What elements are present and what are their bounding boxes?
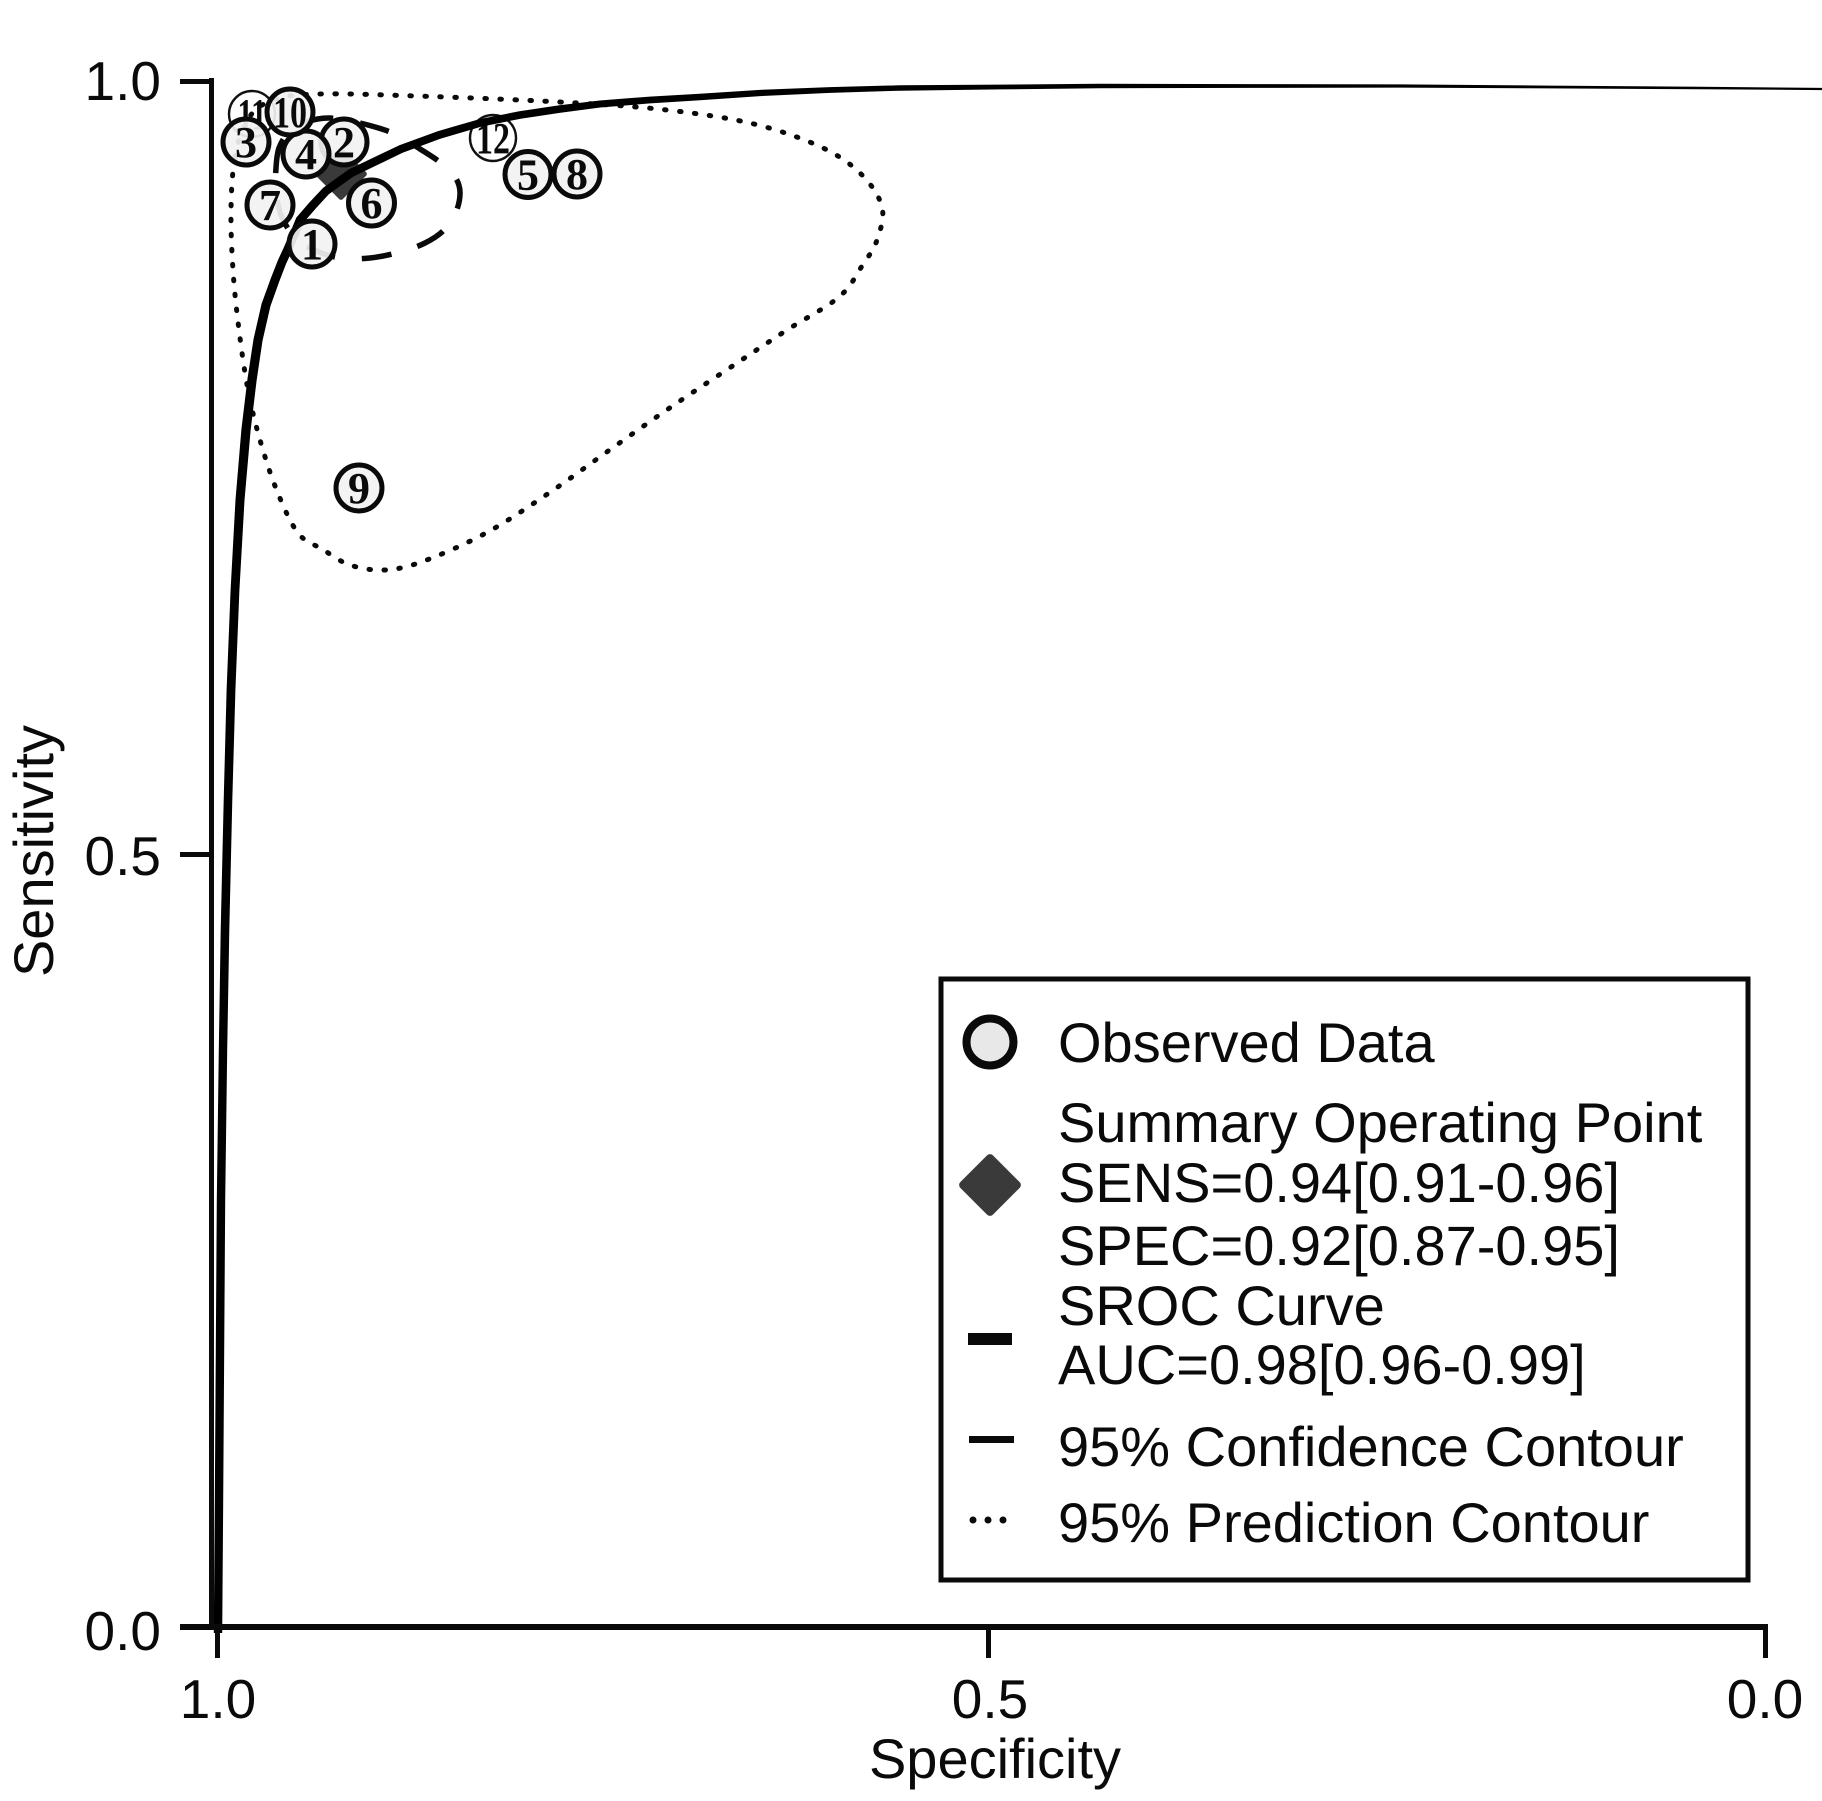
svg-text:95% Prediction Contour: 95% Prediction Contour bbox=[1058, 1491, 1649, 1554]
svg-text:1.0: 1.0 bbox=[180, 1668, 256, 1730]
svg-text:1: 1 bbox=[301, 220, 323, 269]
svg-text:SPEC=0.92[0.87-0.95]: SPEC=0.92[0.87-0.95] bbox=[1058, 1214, 1620, 1277]
svg-text:SENS=0.94[0.91-0.96]: SENS=0.94[0.91-0.96] bbox=[1058, 1151, 1620, 1214]
svg-text:95% Confidence Contour: 95% Confidence Contour bbox=[1058, 1415, 1684, 1478]
svg-text:0.5: 0.5 bbox=[952, 1668, 1028, 1730]
svg-text:Observed Data: Observed Data bbox=[1058, 1011, 1435, 1074]
svg-text:3: 3 bbox=[235, 118, 257, 167]
svg-text:5: 5 bbox=[517, 151, 539, 200]
svg-text:SROC Curve: SROC Curve bbox=[1058, 1274, 1385, 1337]
svg-text:9: 9 bbox=[348, 464, 370, 513]
svg-text:Specificity: Specificity bbox=[869, 1727, 1121, 1790]
svg-text:10: 10 bbox=[273, 88, 307, 137]
svg-text:7: 7 bbox=[259, 181, 281, 230]
svg-text:4: 4 bbox=[295, 130, 317, 179]
svg-text:6: 6 bbox=[361, 179, 383, 228]
svg-text:0.0: 0.0 bbox=[85, 1600, 161, 1662]
svg-text:0.5: 0.5 bbox=[85, 825, 161, 887]
svg-text:Sensitivity: Sensitivity bbox=[2, 725, 65, 977]
svg-text:AUC=0.98[0.96-0.99]: AUC=0.98[0.96-0.99] bbox=[1058, 1333, 1586, 1396]
svg-text:Summary Operating Point: Summary Operating Point bbox=[1058, 1091, 1703, 1154]
svg-text:1.0: 1.0 bbox=[85, 50, 161, 112]
svg-text:0.0: 0.0 bbox=[1727, 1668, 1803, 1730]
svg-text:2: 2 bbox=[333, 118, 355, 167]
svg-text:8: 8 bbox=[566, 150, 588, 199]
